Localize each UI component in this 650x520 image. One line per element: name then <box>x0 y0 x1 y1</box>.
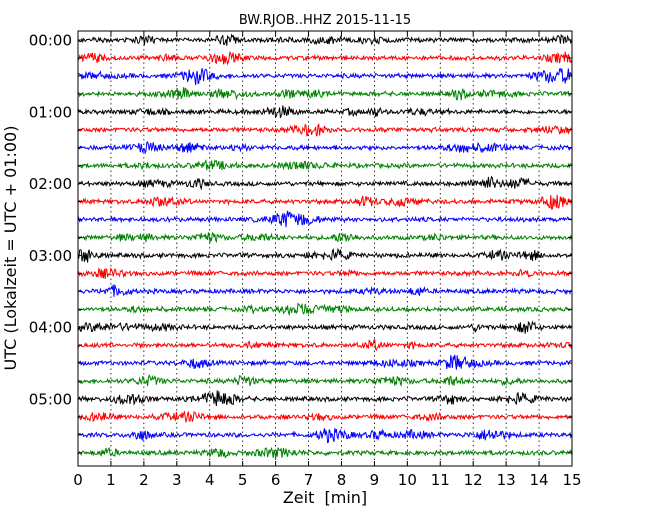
trace-row-3 <box>77 87 572 101</box>
x-tick-label: 15 <box>562 471 581 489</box>
y-tick-label: 05:00 <box>29 391 72 409</box>
y-tick-label: 03:00 <box>29 247 72 265</box>
y-tick-label: 02:00 <box>29 175 72 193</box>
x-tick-label: 12 <box>464 471 483 489</box>
trace-row-8 <box>77 175 573 191</box>
x-tick-label: 7 <box>304 471 314 489</box>
trace-row-13 <box>77 267 573 279</box>
x-tick-label: 1 <box>106 471 116 489</box>
x-tick-label: 6 <box>271 471 281 489</box>
x-tick-label: 9 <box>370 471 380 489</box>
x-tick-label: 5 <box>238 471 248 489</box>
trace-row-10 <box>77 210 572 228</box>
trace-row-19 <box>77 373 573 388</box>
y-tick-label: 01:00 <box>29 103 72 121</box>
chart-title: BW.RJOB..HHZ 2015-11-15 <box>239 13 411 28</box>
trace-row-16 <box>77 320 572 334</box>
trace-group <box>77 33 573 459</box>
trace-row-20 <box>77 390 572 407</box>
x-axis-label: Zeit [min] <box>283 488 367 507</box>
x-tick-label: 11 <box>431 471 450 489</box>
x-tick-label: 4 <box>205 471 215 489</box>
trace-row-5 <box>77 123 573 137</box>
trace-row-12 <box>77 247 573 263</box>
trace-row-9 <box>77 194 573 210</box>
trace-row-2 <box>77 67 573 86</box>
grid-lines <box>110 31 540 466</box>
y-axis-label: UTC (Lokalzeit = UTC + 01:00) <box>1 126 20 371</box>
x-tick-label: 2 <box>139 471 149 489</box>
x-tick-label: 14 <box>530 471 549 489</box>
x-tick-label: 13 <box>497 471 516 489</box>
trace-row-22 <box>77 428 573 444</box>
y-tick-label: 04:00 <box>29 319 72 337</box>
trace-row-1 <box>77 50 573 66</box>
y-tick-label: 00:00 <box>29 32 72 50</box>
trace-row-17 <box>77 339 573 351</box>
trace-row-23 <box>77 446 573 459</box>
trace-row-6 <box>77 141 573 155</box>
trace-row-4 <box>77 105 572 119</box>
x-tick-label: 10 <box>398 471 417 489</box>
x-axis: 0 1 2 3 4 5 6 7 8 9 10 11 12 13 14 15 <box>73 31 582 489</box>
trace-row-18 <box>77 354 572 370</box>
x-tick-label: 3 <box>172 471 182 489</box>
trace-row-21 <box>77 410 573 423</box>
trace-row-14 <box>77 284 572 297</box>
plot-frame <box>77 30 573 467</box>
x-tick-label: 0 <box>73 471 83 489</box>
y-axis: 00:00 01:00 02:00 03:00 04:00 05:00 <box>29 32 572 454</box>
trace-row-15 <box>77 302 572 317</box>
trace-row-7 <box>77 158 572 171</box>
trace-row-11 <box>77 231 573 244</box>
trace-row-0 <box>77 33 573 46</box>
x-tick-label: 8 <box>337 471 347 489</box>
